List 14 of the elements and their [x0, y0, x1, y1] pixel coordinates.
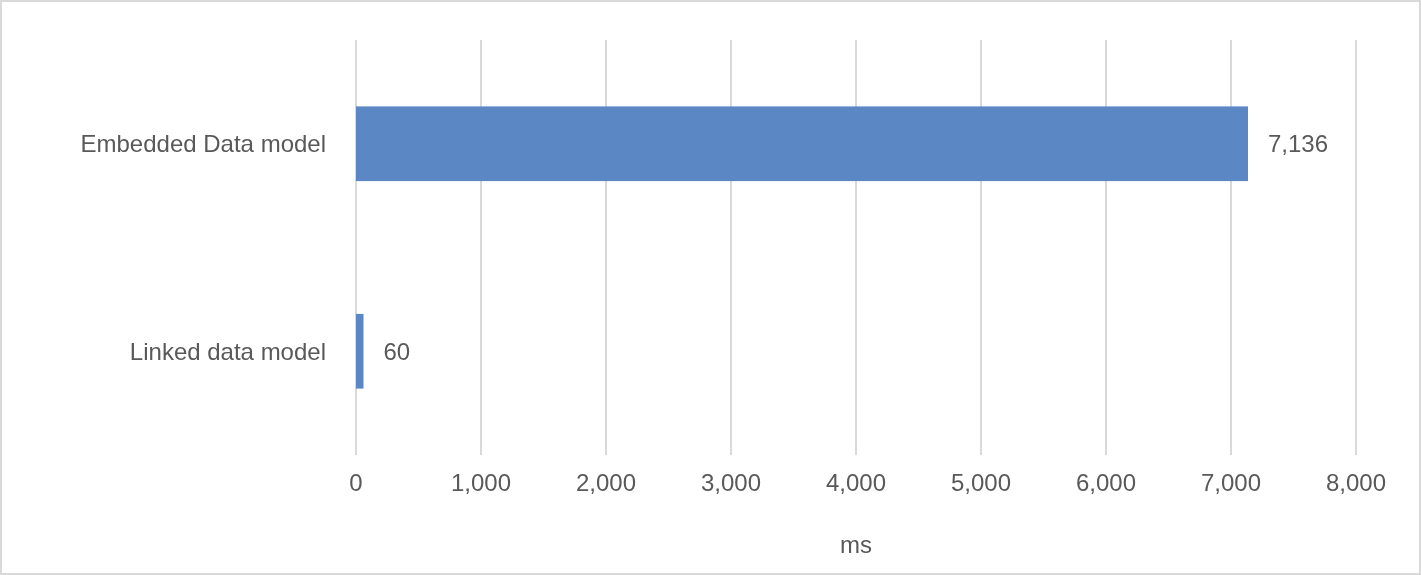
x-tick-label: 8,000: [1325, 469, 1387, 496]
x-tick-label: 1,000: [450, 469, 512, 496]
y-tick-label: Embedded Data model: [80, 130, 326, 158]
x-tick-label: 2,000: [575, 469, 637, 496]
x-tick-label: 3,000: [700, 469, 762, 496]
x-tick-label: 6,000: [1075, 469, 1137, 496]
data-label: 60: [383, 337, 411, 365]
x-tick-label: 0: [349, 469, 363, 496]
data-label: 7,136: [1268, 130, 1329, 158]
y-tick-label: Linked data model: [129, 337, 326, 365]
x-tick-label: 7,000: [1200, 469, 1262, 496]
x-tick-label: 4,000: [825, 469, 887, 496]
x-tick-label: 5,000: [950, 469, 1012, 496]
x-axis-title: ms: [840, 531, 872, 558]
